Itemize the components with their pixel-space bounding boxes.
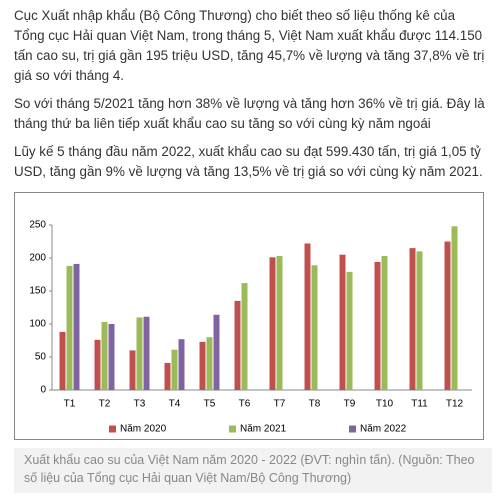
bar bbox=[416, 251, 423, 390]
x-tick-label: T5 bbox=[204, 399, 216, 410]
paragraph: Cục Xuất nhập khẩu (Bộ Công Thương) cho … bbox=[14, 8, 485, 83]
legend-label: Năm 2021 bbox=[240, 424, 287, 435]
bar bbox=[171, 349, 178, 390]
x-tick-label: T7 bbox=[274, 399, 286, 410]
y-tick-label: 0 bbox=[40, 385, 46, 396]
y-tick-label: 100 bbox=[29, 319, 46, 330]
bar bbox=[381, 256, 388, 390]
chart: 0 50 100 150 200 250 T1 T2 T3 T4 T5 T6 T7 T8 T9 T10 T11 T… bbox=[14, 192, 484, 440]
x-tick-label: T8 bbox=[309, 399, 321, 410]
paragraph: So với tháng 5/2021 tăng hơn 38% về lượn… bbox=[14, 96, 485, 131]
bar bbox=[94, 339, 101, 390]
x-tick-label: T10 bbox=[376, 399, 394, 410]
bar bbox=[59, 331, 66, 390]
legend-swatch bbox=[109, 425, 116, 433]
bar bbox=[143, 316, 150, 390]
x-tick-label: T12 bbox=[446, 399, 464, 410]
bar bbox=[304, 243, 311, 390]
bar bbox=[451, 226, 458, 390]
x-tick-label: T9 bbox=[344, 399, 356, 410]
bar bbox=[178, 339, 185, 390]
y-tick-label: 200 bbox=[29, 253, 46, 264]
caption: Xuất khẩu cao su của Việt Nam năm 2020 -… bbox=[14, 448, 492, 493]
bar bbox=[199, 341, 206, 390]
x-tick-label: T2 bbox=[99, 399, 111, 410]
legend-label: Năm 2022 bbox=[360, 424, 407, 435]
bar bbox=[339, 254, 346, 390]
bar bbox=[409, 248, 416, 390]
bar bbox=[241, 283, 248, 390]
bar bbox=[164, 362, 171, 390]
x-tick-label: T6 bbox=[239, 399, 251, 410]
bar bbox=[136, 317, 143, 390]
bar bbox=[374, 261, 381, 390]
x-tick-label: T3 bbox=[134, 399, 146, 410]
legend-swatch bbox=[229, 425, 236, 433]
legend-swatch bbox=[349, 425, 356, 433]
bar bbox=[269, 257, 276, 390]
bar bbox=[276, 256, 283, 390]
bar bbox=[444, 241, 451, 390]
x-tick-label: T4 bbox=[169, 399, 181, 410]
bar bbox=[206, 337, 213, 390]
bar bbox=[213, 314, 220, 390]
bar bbox=[234, 300, 241, 390]
bar bbox=[129, 350, 136, 390]
y-tick-label: 50 bbox=[35, 352, 47, 363]
bar bbox=[108, 324, 115, 390]
legend-label: Năm 2020 bbox=[120, 424, 167, 435]
x-tick-label: T11 bbox=[411, 399, 428, 410]
paragraph: Lũy kế 5 tháng đầu năm 2022, xuất khẩu c… bbox=[14, 144, 483, 179]
bar bbox=[73, 263, 80, 390]
bar bbox=[66, 265, 73, 390]
y-tick-label: 250 bbox=[29, 220, 46, 231]
bar bbox=[101, 322, 108, 390]
bar bbox=[346, 271, 353, 390]
x-tick-label: T1 bbox=[64, 399, 76, 410]
y-tick-label: 150 bbox=[29, 286, 46, 297]
chart-border bbox=[14, 192, 484, 440]
bar bbox=[311, 265, 318, 390]
